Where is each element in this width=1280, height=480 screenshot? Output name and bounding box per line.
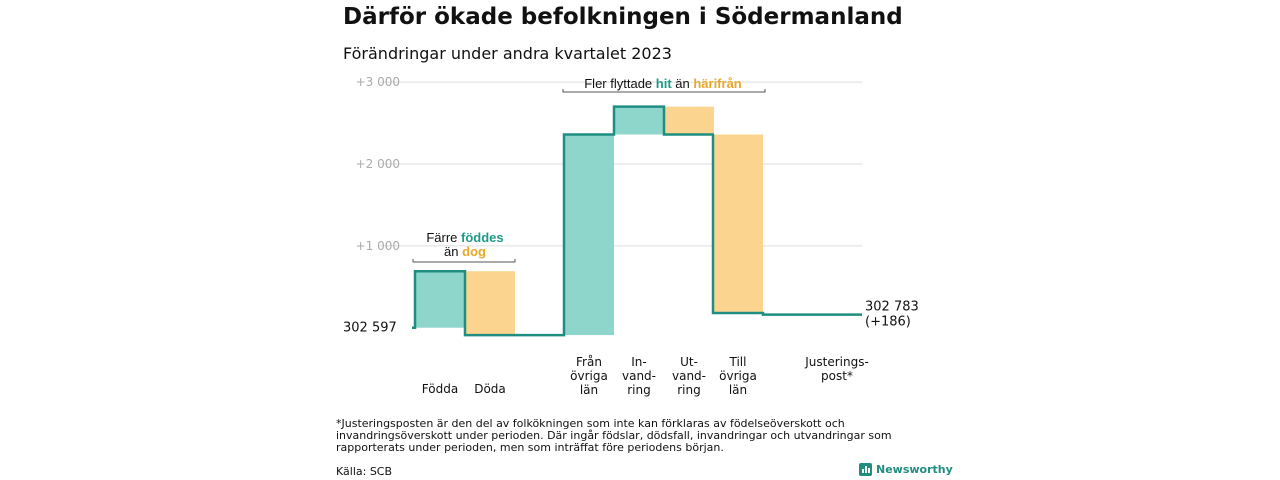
- end-value-label: 302 783: [865, 300, 919, 315]
- y-tick-label: +2 000: [356, 157, 400, 171]
- brand-name: Newsworthy: [876, 463, 953, 476]
- bar-chart-logo-icon: [859, 463, 872, 476]
- source-label: Källa: SCB: [336, 465, 393, 478]
- brand-logo[interactable]: Newsworthy: [859, 463, 953, 476]
- category-label: ring: [627, 383, 651, 397]
- waterfall-bar: [415, 271, 465, 328]
- category-label: Justerings-: [804, 355, 869, 369]
- waterfall-bar: [465, 271, 515, 336]
- end-value-label: (+186): [865, 315, 911, 330]
- category-label: Till: [729, 355, 747, 369]
- category-label: Ut-: [680, 355, 698, 369]
- category-label: Födda: [422, 382, 458, 396]
- y-tick-label: +3 000: [356, 75, 400, 89]
- chart-title: Därför ökade befolkningen i Södermanland: [343, 4, 903, 30]
- category-label: Döda: [474, 382, 506, 396]
- footnote: *Justeringsposten är den del av folkökni…: [336, 417, 892, 454]
- waterfall-bar: [614, 106, 664, 135]
- category-label: vand-: [672, 369, 706, 383]
- category-label: län: [580, 383, 598, 397]
- annotation-text: Fler flyttade hit än härifrån: [584, 76, 742, 91]
- start-value-label: 302 597: [343, 321, 397, 336]
- waterfall-step-line: [412, 105, 862, 337]
- category-label: post*: [821, 369, 853, 383]
- category-label: In-: [631, 355, 646, 369]
- annotation-bracket: [562, 89, 766, 93]
- category-label: övriga: [719, 369, 757, 383]
- chart-subtitle: Förändringar under andra kvartalet 2023: [343, 44, 672, 63]
- annotation-bracket: [412, 259, 516, 263]
- category-label: vand-: [622, 369, 656, 383]
- category-label: län: [729, 383, 747, 397]
- waterfall-bar: [713, 134, 763, 313]
- y-tick-label: +1 000: [356, 239, 400, 253]
- annotation-text: än dog: [444, 244, 486, 259]
- annotation-text: Färre föddes: [426, 230, 503, 245]
- waterfall-bar: [564, 134, 614, 336]
- category-label: Från: [576, 355, 602, 369]
- category-label: övriga: [570, 369, 608, 383]
- category-label: ring: [677, 383, 701, 397]
- waterfall-bar: [664, 106, 714, 135]
